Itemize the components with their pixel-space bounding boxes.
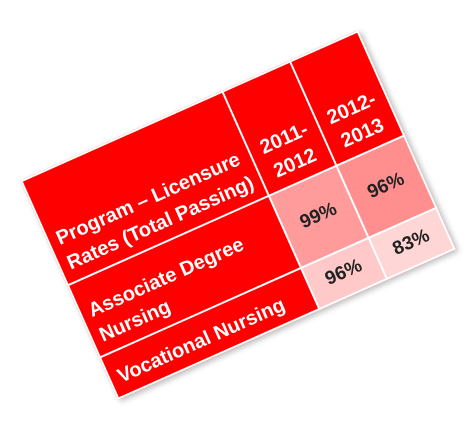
rotated-table: Program – Licensure Rates (Total Passing… (20, 30, 456, 400)
licensure-table: Program – Licensure Rates (Total Passing… (20, 30, 456, 400)
